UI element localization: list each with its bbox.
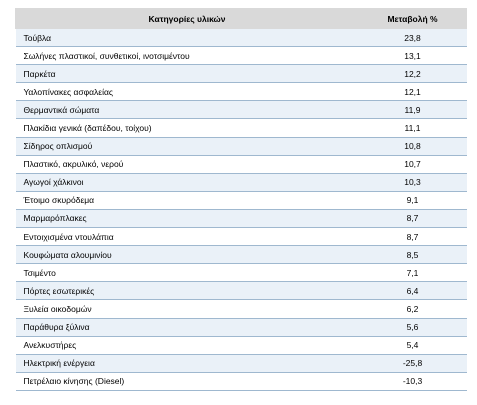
material-category-cell: Εντοιχισμένα ντουλάπια [15,227,359,247]
material-category-cell: Τούβλα [15,28,359,48]
percent-change-cell: 5,4 [358,336,467,355]
percent-change-cell: 11,9 [358,100,467,120]
percent-change-cell: 10,8 [358,137,467,156]
table-row: Πόρτες εσωτερικές 6,4 [15,281,467,301]
material-category-cell: Τσιμέντο [15,263,359,283]
percent-change-cell: 6,2 [358,299,467,319]
material-category-cell: Ανελκυστήρες [15,336,359,355]
table-row: Τσιμέντο 7,1 [15,263,467,283]
table-row: Παρκέτα 12,2 [15,64,467,84]
percent-change-cell: 6,4 [358,281,467,301]
material-category-cell: Παρκέτα [15,64,359,84]
table-row: Σωλήνες πλαστικοί, συνθετικοί, ινοτσιμέν… [15,46,467,66]
material-category-cell: Πόρτες εσωτερικές [15,281,359,301]
percent-change-cell: -25,8 [358,354,467,373]
table-row: Ηλεκτρική ενέργεια -25,8 [15,354,467,373]
material-category-cell: Αγωγοί χάλκινοι [15,173,359,192]
table-row: Σίδηρος οπλισμού 10,8 [15,137,467,156]
table-row: Υαλοπίνακες ασφαλείας 12,1 [15,82,467,102]
material-category-cell: Έτοιμο σκυρόδεμα [15,191,359,210]
table-row: Θερμαντικά σώματα 11,9 [15,100,467,120]
material-category-cell: Θερμαντικά σώματα [15,100,359,120]
percent-change-cell: 23,8 [358,28,467,48]
table-row: Πετρέλαιο κίνησης (Diesel) -10,3 [15,372,467,391]
material-category-cell: Υαλοπίνακες ασφαλείας [15,82,359,102]
table-row: Κουφώματα αλουμινίου 8,5 [15,245,467,265]
table-row: Έτοιμο σκυρόδεμα 9,1 [15,191,467,210]
table-row: Παράθυρα ξύλινα 5,6 [15,318,467,337]
percent-change-cell: 8,7 [358,209,467,229]
materials-price-change-table: Κατηγορίες υλικών Μεταβολή % Τούβλα 23,8 Σ… [15,8,467,391]
material-category-cell: Μαρμαρόπλακες [15,209,359,229]
table-body: Τούβλα 23,8 Σωλήνες πλαστικοί, συνθετικοί,… [15,28,467,391]
percent-change-cell: 7,1 [358,263,467,283]
material-category-cell: Παράθυρα ξύλινα [15,318,359,337]
table-row: Πλακίδια γενικά (δαπέδου, τοίχου) 11,1 [15,118,467,138]
table-row: Πλαστικό, ακρυλικό, νερού 10,7 [15,155,467,174]
material-category-cell: Κουφώματα αλουμινίου [15,245,359,265]
table-row: Ανελκυστήρες 5,4 [15,336,467,355]
percent-change-cell: -10,3 [358,372,467,391]
material-category-cell: Πετρέλαιο κίνησης (Diesel) [15,372,359,391]
material-category-cell: Σωλήνες πλαστικοί, συνθετικοί, ινοτσιμέν… [15,46,359,66]
percent-change-cell: 12,1 [358,82,467,102]
material-category-cell: Πλαστικό, ακρυλικό, νερού [15,155,359,174]
percent-change-cell: 8,7 [358,227,467,247]
table-header-row: Κατηγορίες υλικών Μεταβολή % [15,8,467,29]
percent-change-cell: 9,1 [358,191,467,210]
table-row: Ξυλεία οικοδομών 6,2 [15,299,467,319]
header-change: Μεταβολή % [358,8,467,29]
header-category: Κατηγορίες υλικών [15,8,359,29]
table-row: Μαρμαρόπλακες 8,7 [15,209,467,229]
table-row: Αγωγοί χάλκινοι 10,3 [15,173,467,192]
table-row: Τούβλα 23,8 [15,28,467,48]
percent-change-cell: 12,2 [358,64,467,84]
table-row: Εντοιχισμένα ντουλάπια 8,7 [15,227,467,247]
percent-change-cell: 10,3 [358,173,467,192]
material-category-cell: Ξυλεία οικοδομών [15,299,359,319]
material-category-cell: Σίδηρος οπλισμού [15,137,359,156]
material-category-cell: Πλακίδια γενικά (δαπέδου, τοίχου) [15,118,359,138]
percent-change-cell: 5,6 [358,318,467,337]
materials-table-container: Κατηγορίες υλικών Μεταβολή % Τούβλα 23,8 Σ… [15,8,467,391]
material-category-cell: Ηλεκτρική ενέργεια [15,354,359,373]
percent-change-cell: 11,1 [358,118,467,138]
percent-change-cell: 8,5 [358,245,467,265]
percent-change-cell: 10,7 [358,155,467,174]
percent-change-cell: 13,1 [358,46,467,66]
